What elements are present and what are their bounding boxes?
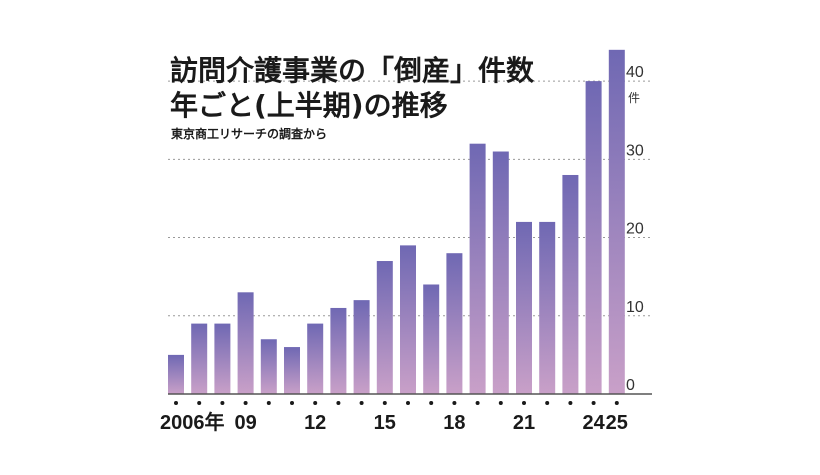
- bar-2015: [376, 261, 393, 394]
- x-tick-dot-2010: [266, 401, 271, 405]
- bar-2018: [446, 253, 463, 394]
- bar-2021: [516, 221, 532, 394]
- x-tick-dot-2009: [243, 401, 248, 405]
- x-tick-dot-2017: [429, 401, 434, 405]
- x-tick-label-2009: 09: [234, 412, 256, 434]
- bar-2017: [423, 284, 440, 394]
- x-tick-label-2015: 15: [374, 412, 396, 434]
- title-line-1: 訪問介護事業の「倒産」件数: [170, 54, 535, 87]
- x-tick-dot-2007: [197, 401, 202, 405]
- x-tick-dot-2012: [313, 401, 318, 405]
- x-tick-dot-2020: [498, 401, 503, 405]
- bar-2010: [260, 339, 277, 394]
- x-tick-label-2024: 24: [582, 412, 605, 434]
- x-tick-dot-2018: [452, 401, 457, 405]
- bar-2023: [562, 174, 579, 394]
- bar-2011: [284, 347, 300, 394]
- bar-2009: [237, 292, 254, 394]
- bar-2016: [400, 245, 416, 394]
- bar-2007: [191, 323, 208, 394]
- x-tick-label-2012: 12: [304, 412, 326, 434]
- x-tick-dot-2013: [336, 401, 341, 405]
- x-tick-label-2018: 18: [443, 412, 465, 434]
- bar-2020: [492, 151, 509, 394]
- x-tick-dot-2019: [475, 401, 480, 405]
- x-tick-label-2025: 25: [606, 412, 628, 434]
- x-tick-dot-2021: [522, 401, 526, 405]
- source-note: 東京商工リサーチの調査から: [171, 126, 327, 141]
- x-tick-label-2006: 2006年: [160, 410, 225, 434]
- bar-2013: [330, 307, 347, 394]
- y-tick-label-40: 40: [626, 64, 644, 81]
- x-tick-dot-2016: [406, 401, 410, 405]
- y-tick-labels: 0 10 20 30 40: [626, 64, 644, 394]
- y-tick-label-30: 30: [626, 142, 644, 159]
- bar-2008: [214, 323, 231, 394]
- chart-title: 訪問介護事業の「倒産」件数 年ごと(上半期)の推移: [170, 54, 535, 122]
- x-tick-dot-2015: [382, 401, 387, 405]
- bar-2025: [608, 49, 625, 394]
- title-line-2: 年ごと(上半期)の推移: [170, 89, 448, 122]
- bar-2024: [585, 81, 602, 394]
- x-tick-dot-2006: [174, 401, 178, 405]
- bar-2022: [539, 221, 556, 394]
- x-tick-dot-2025: [614, 401, 619, 405]
- bar-2012: [307, 323, 324, 394]
- x-tick-labels: 2006年 09 12 15 18 21 24 25: [160, 410, 628, 434]
- x-tick-dot-2024: [591, 401, 596, 405]
- x-tick-dot-2022: [545, 401, 550, 405]
- x-tick-dot-2023: [568, 401, 573, 405]
- bar-2019: [469, 143, 486, 394]
- bar-2006: [168, 354, 184, 394]
- bar-2014: [353, 300, 370, 394]
- y-tick-label-0: 0: [626, 377, 635, 394]
- x-tick-dot-2014: [359, 401, 364, 405]
- x-tick-dots: [174, 401, 619, 405]
- x-tick-dot-2008: [220, 401, 225, 405]
- y-tick-label-20: 20: [626, 221, 644, 238]
- bars: [168, 49, 625, 394]
- x-tick-dot-2011: [290, 401, 294, 405]
- x-tick-label-2021: 21: [513, 412, 535, 434]
- y-unit-label: 件: [628, 91, 640, 105]
- y-tick-label-10: 10: [626, 299, 644, 316]
